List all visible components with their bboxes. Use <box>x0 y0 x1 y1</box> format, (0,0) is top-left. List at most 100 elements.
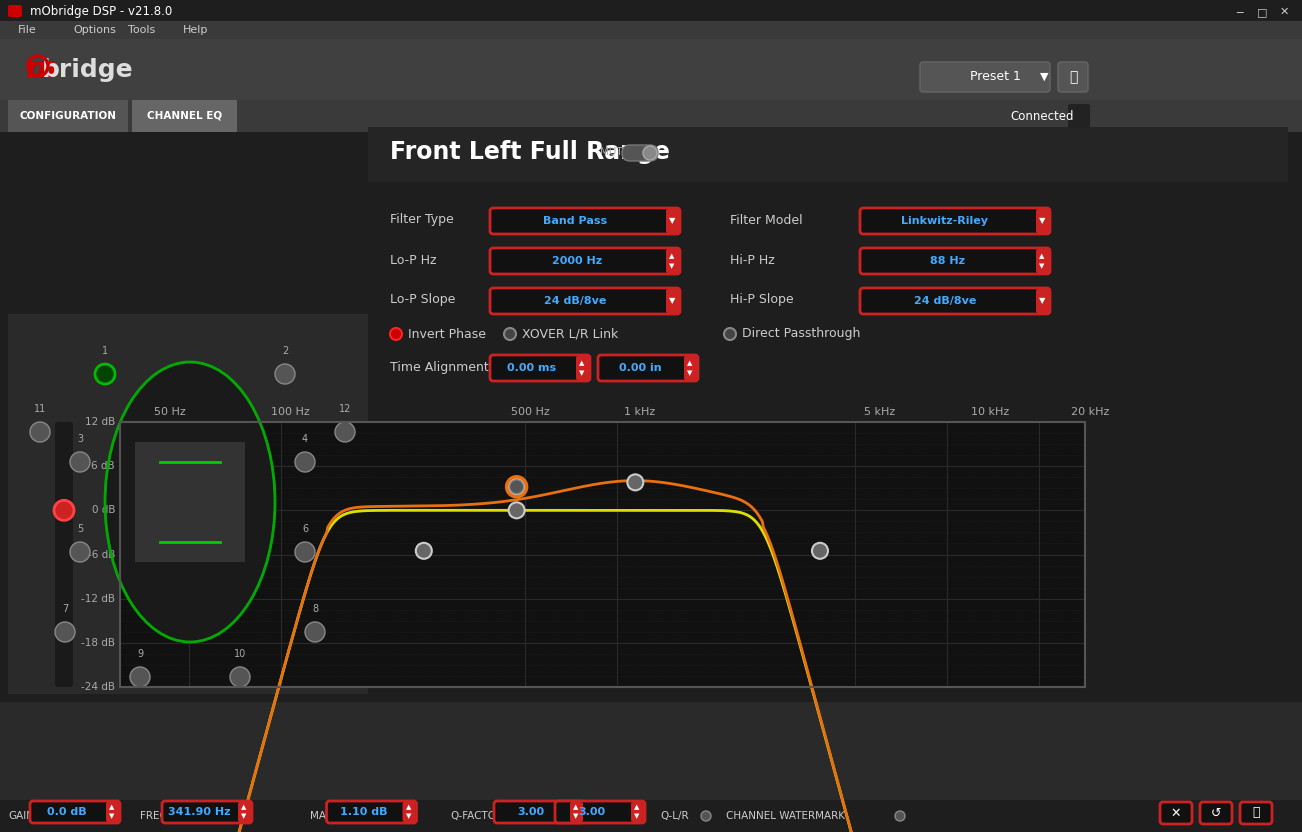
Text: ▲: ▲ <box>109 805 115 810</box>
Text: 0.00 in: 0.00 in <box>618 363 661 373</box>
Text: ─: ─ <box>1237 7 1243 17</box>
Bar <box>120 422 1085 687</box>
Text: 3.00: 3.00 <box>578 807 605 817</box>
Text: ▼: ▼ <box>1040 72 1048 82</box>
Text: ▼: ▼ <box>579 370 585 376</box>
Text: bridge: bridge <box>42 58 134 82</box>
Text: MUTE: MUTE <box>600 147 629 157</box>
Circle shape <box>509 478 525 495</box>
FancyBboxPatch shape <box>598 355 698 381</box>
Text: Connected: Connected <box>1010 110 1074 122</box>
FancyBboxPatch shape <box>1240 802 1272 824</box>
Text: -18 dB: -18 dB <box>81 638 115 648</box>
Circle shape <box>95 364 115 384</box>
Text: CONFIGURATION: CONFIGURATION <box>20 111 116 121</box>
Text: -24 dB: -24 dB <box>81 682 115 692</box>
Text: Time Alignment: Time Alignment <box>391 360 488 374</box>
FancyBboxPatch shape <box>1059 62 1088 92</box>
Text: Invert Phase: Invert Phase <box>408 328 486 340</box>
Text: 10: 10 <box>234 649 246 659</box>
Bar <box>0 800 1302 832</box>
Text: ▲: ▲ <box>406 805 411 810</box>
FancyBboxPatch shape <box>667 289 680 313</box>
Text: 5 kHz: 5 kHz <box>865 407 896 417</box>
Text: ✕: ✕ <box>1280 7 1289 17</box>
Text: 2000 Hz: 2000 Hz <box>552 256 602 266</box>
Bar <box>0 130 1302 702</box>
Text: 500 Hz: 500 Hz <box>510 407 549 417</box>
Text: Q-FACTOR: Q-FACTOR <box>450 811 503 821</box>
Circle shape <box>700 811 711 821</box>
Text: ▼: ▼ <box>573 814 578 820</box>
FancyBboxPatch shape <box>238 802 251 822</box>
Text: XOVER L/R Link: XOVER L/R Link <box>522 328 618 340</box>
FancyBboxPatch shape <box>1036 289 1049 313</box>
Text: FREQ: FREQ <box>141 811 168 821</box>
FancyBboxPatch shape <box>1036 209 1049 233</box>
Text: ▲: ▲ <box>573 805 578 810</box>
Text: ▼: ▼ <box>1039 296 1046 305</box>
Text: ▼: ▼ <box>1039 216 1046 225</box>
FancyBboxPatch shape <box>631 802 644 822</box>
FancyBboxPatch shape <box>490 288 680 314</box>
Bar <box>8 100 128 132</box>
Bar <box>0 38 1302 102</box>
FancyBboxPatch shape <box>402 802 415 822</box>
Text: 8: 8 <box>312 604 318 614</box>
FancyBboxPatch shape <box>55 422 73 687</box>
Text: ⛶: ⛶ <box>1069 70 1077 84</box>
Text: 1.10 dB: 1.10 dB <box>340 807 387 817</box>
Text: CHANNEL WATERMARK: CHANNEL WATERMARK <box>727 811 845 821</box>
Bar <box>132 100 237 132</box>
Text: ▲: ▲ <box>669 253 674 259</box>
Text: mObridge DSP - v21.8.0: mObridge DSP - v21.8.0 <box>30 6 172 18</box>
Text: Options: Options <box>73 25 116 35</box>
FancyBboxPatch shape <box>1068 104 1090 128</box>
Text: 24 dB/8ve: 24 dB/8ve <box>544 296 607 306</box>
Circle shape <box>509 480 523 493</box>
FancyBboxPatch shape <box>493 801 585 823</box>
Text: Direct Passthrough: Direct Passthrough <box>742 328 861 340</box>
FancyBboxPatch shape <box>555 801 644 823</box>
Text: 0.00 ms: 0.00 ms <box>508 363 556 373</box>
FancyBboxPatch shape <box>861 208 1049 234</box>
Text: 0 dB: 0 dB <box>91 505 115 515</box>
Circle shape <box>296 452 315 472</box>
Text: ▼: ▼ <box>669 216 676 225</box>
Text: ✕: ✕ <box>1170 806 1181 820</box>
Circle shape <box>391 328 402 340</box>
Text: 1: 1 <box>102 346 108 356</box>
Text: 6: 6 <box>302 524 309 534</box>
Text: Lo-P Hz: Lo-P Hz <box>391 254 436 266</box>
Text: GAIN: GAIN <box>8 811 34 821</box>
Text: MAG: MAG <box>310 811 335 821</box>
Text: 12: 12 <box>339 404 352 414</box>
Text: -12 dB: -12 dB <box>81 594 115 604</box>
Text: Filter Model: Filter Model <box>730 214 802 226</box>
Text: 1 kHz: 1 kHz <box>625 407 656 417</box>
Bar <box>0 100 1302 132</box>
Circle shape <box>70 542 90 562</box>
Text: ▼: ▼ <box>687 370 693 376</box>
Text: Hi-P Slope: Hi-P Slope <box>730 294 794 306</box>
Text: 100 Hz: 100 Hz <box>271 407 310 417</box>
Circle shape <box>509 503 525 518</box>
Text: ↺: ↺ <box>1211 806 1221 820</box>
Text: Lo-P Slope: Lo-P Slope <box>391 294 456 306</box>
Text: Q-L/R: Q-L/R <box>660 811 689 821</box>
FancyBboxPatch shape <box>327 801 417 823</box>
Text: 6 dB: 6 dB <box>91 461 115 471</box>
FancyBboxPatch shape <box>1160 802 1193 824</box>
FancyBboxPatch shape <box>667 249 680 273</box>
Text: Band Pass: Band Pass <box>543 216 607 226</box>
FancyBboxPatch shape <box>161 801 253 823</box>
Text: □: □ <box>1256 7 1267 17</box>
Text: ▲: ▲ <box>241 805 246 810</box>
Text: 88 Hz: 88 Hz <box>930 256 965 266</box>
FancyBboxPatch shape <box>861 248 1049 274</box>
Circle shape <box>230 667 250 687</box>
FancyBboxPatch shape <box>8 5 22 17</box>
Circle shape <box>95 364 115 384</box>
Circle shape <box>130 667 150 687</box>
Text: ▲: ▲ <box>579 359 585 366</box>
